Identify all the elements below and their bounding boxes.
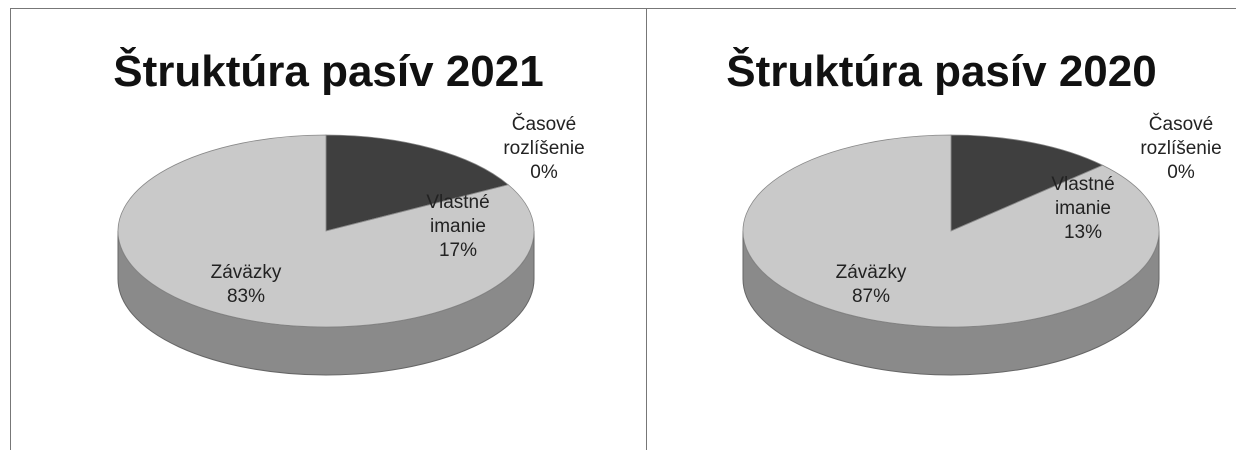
slice-value: 0% — [530, 162, 558, 183]
data-label: Vlastné imanie 13% — [1043, 173, 1123, 245]
slice-value: 87% — [851, 286, 891, 307]
data-label: Časové rozlíšenie 0% — [494, 113, 594, 185]
chart-panel: Štruktúra pasív 2021 Vlastné imanie 17% Čas… — [10, 8, 646, 450]
chart-title: Štruktúra pasív 2020 — [726, 47, 1157, 96]
slice-name: Časové rozlíšenie — [1140, 114, 1222, 159]
slice-name: Časové rozlíšenie — [503, 114, 585, 159]
data-label: Záväzky 87% — [826, 261, 916, 309]
pie-slice — [117, 134, 535, 328]
slice-value: 13% — [1063, 222, 1103, 243]
chart-title: Štruktúra pasív 2021 — [113, 47, 544, 96]
data-label: Záväzky 83% — [201, 261, 291, 309]
slice-name: Vlastné imanie — [426, 192, 490, 237]
pie-slice — [742, 134, 1160, 328]
pie-slice — [325, 134, 510, 232]
slice-name: Záväzky — [835, 262, 907, 283]
data-label: Časové rozlíšenie 0% — [1131, 113, 1231, 185]
pie-chart — [742, 134, 1160, 376]
slice-value: 0% — [1167, 162, 1195, 183]
slice-name: Vlastné imanie — [1051, 174, 1115, 219]
pie-slice — [950, 134, 1104, 232]
slice-value: 83% — [226, 286, 266, 307]
slice-value: 17% — [438, 240, 478, 261]
slice-name: Záväzky — [210, 262, 282, 283]
pie-chart — [117, 134, 535, 376]
data-label: Vlastné imanie 17% — [418, 191, 498, 263]
chart-panel: Štruktúra pasív 2020 Vlastné imanie 13% Čas… — [646, 8, 1236, 450]
